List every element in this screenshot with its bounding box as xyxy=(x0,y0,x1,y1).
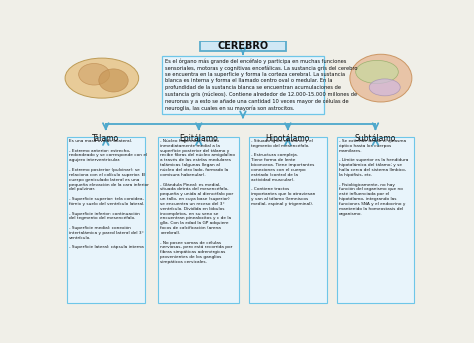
Bar xyxy=(249,138,327,303)
Text: Tálamo: Tálamo xyxy=(92,134,119,143)
Text: Subtálamo: Subtálamo xyxy=(355,134,396,143)
Text: Es una masa ovoide bilateral.

- Extremo anterior: estrecho,
redondeado y se cor: Es una masa ovoide bilateral. - Extremo … xyxy=(69,139,149,249)
Text: - Núcleo habenular: situado
inmediatamente medial a la
superficie posterior del : - Núcleo habenular: situado inmediatamen… xyxy=(160,139,236,264)
Text: - Situado entre el tálamo y el
tegmento del mesencéfalo.

- Estructura compleja.: - Situado entre el tálamo y el tegmento … xyxy=(251,139,316,206)
Bar xyxy=(162,56,324,114)
Text: Hipotálamo: Hipotálamo xyxy=(266,134,310,143)
Ellipse shape xyxy=(65,58,139,98)
Ellipse shape xyxy=(79,63,109,85)
Bar xyxy=(158,138,239,303)
Bar xyxy=(337,138,414,303)
Ellipse shape xyxy=(350,54,412,102)
Bar xyxy=(67,138,145,303)
Text: Epitálamo: Epitálamo xyxy=(179,134,218,143)
Ellipse shape xyxy=(369,79,400,96)
Text: Es el órgano más grande del encéfalo y participa en muchas funciones
sensoriales: Es el órgano más grande del encéfalo y p… xyxy=(165,58,358,111)
Ellipse shape xyxy=(356,60,398,83)
Ellipse shape xyxy=(99,69,128,92)
Bar xyxy=(201,41,285,51)
Text: CEREBRO: CEREBRO xyxy=(218,41,268,51)
Text: - Se extiende desde el quiasma
óptico hasta los cuerpos
mamilares.

- Límite sup: - Se extiende desde el quiasma óptico ha… xyxy=(339,139,409,215)
